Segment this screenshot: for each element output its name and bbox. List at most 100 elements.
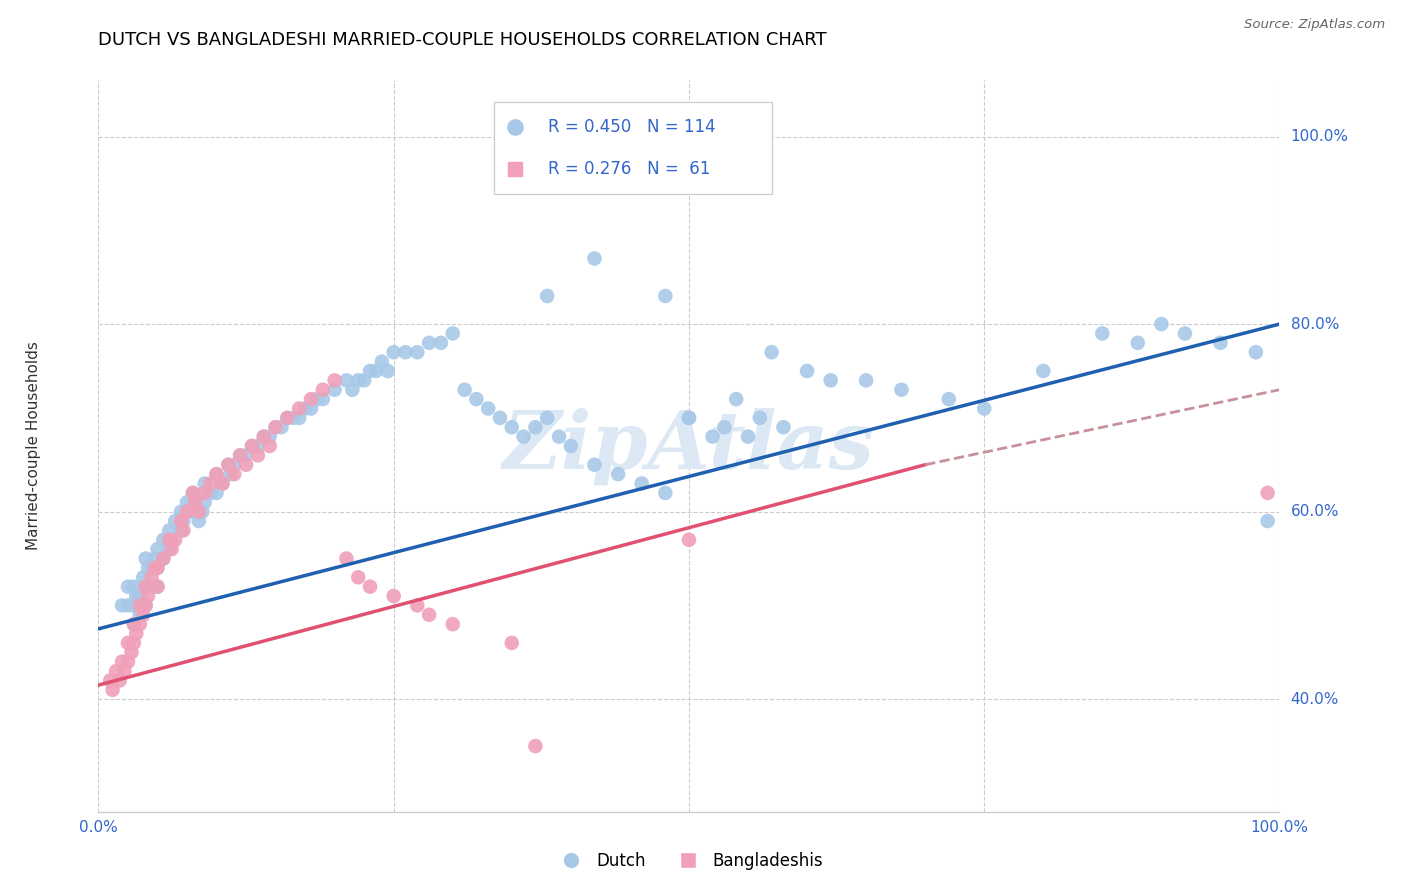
Point (1126, 335, 1149, 350)
Point (135, 580, 157, 594)
Point (335, 551, 357, 566)
Point (128, 599, 150, 613)
Legend: Dutch, Bangladeshis: Dutch, Bangladeshis (548, 846, 830, 877)
Point (224, 458, 246, 472)
Point (441, 617, 464, 632)
Point (125, 626, 148, 640)
Point (270, 420, 292, 434)
Point (184, 495, 207, 509)
Point (135, 580, 157, 594)
Point (141, 580, 163, 594)
Point (157, 542, 180, 557)
Point (1257, 514, 1279, 528)
Point (288, 401, 311, 416)
Point (165, 514, 187, 528)
Point (394, 345, 416, 359)
Point (702, 429, 724, 443)
Point (678, 410, 700, 425)
Point (259, 439, 281, 453)
Point (382, 345, 405, 359)
Point (725, 392, 748, 406)
Point (890, 383, 912, 397)
Point (205, 486, 228, 500)
Point (117, 655, 139, 669)
Point (111, 655, 134, 669)
Point (678, 533, 700, 547)
Point (194, 495, 217, 509)
Point (335, 373, 357, 387)
Point (122, 580, 145, 594)
Point (240, 439, 263, 453)
Point (560, 439, 582, 453)
Text: Married-couple Households: Married-couple Households (25, 342, 41, 550)
Point (536, 289, 558, 303)
Point (501, 420, 523, 434)
Point (524, 420, 547, 434)
Point (748, 410, 770, 425)
Point (364, 364, 387, 378)
Point (630, 476, 652, 491)
Point (654, 486, 676, 500)
Point (117, 599, 139, 613)
Point (217, 458, 239, 472)
Point (382, 589, 405, 603)
Point (105, 664, 128, 678)
Point (583, 252, 606, 266)
Point (117, 636, 139, 650)
Point (235, 449, 257, 463)
Point (146, 561, 169, 575)
Point (371, 354, 394, 368)
Point (172, 524, 194, 538)
Point (1244, 345, 1267, 359)
Point (146, 561, 169, 575)
Point (772, 420, 794, 434)
Point (536, 410, 558, 425)
Point (135, 599, 157, 613)
Point (524, 739, 547, 753)
Point (347, 570, 370, 584)
Point (713, 420, 735, 434)
Point (170, 524, 193, 538)
Point (122, 617, 145, 632)
Point (353, 373, 375, 387)
Point (135, 551, 157, 566)
Point (160, 542, 183, 557)
Point (1032, 364, 1054, 378)
Point (312, 392, 335, 406)
Point (184, 495, 207, 509)
Point (299, 392, 322, 406)
Text: R = 0.276   N =  61: R = 0.276 N = 61 (548, 160, 711, 178)
Point (288, 410, 311, 425)
Point (112, 664, 135, 678)
Point (430, 335, 453, 350)
Text: 60.0%: 60.0% (1291, 504, 1339, 519)
Point (418, 335, 440, 350)
Point (122, 599, 145, 613)
Point (259, 429, 281, 443)
Point (1091, 326, 1114, 341)
Point (170, 505, 193, 519)
Point (122, 617, 145, 632)
Point (157, 533, 180, 547)
Point (146, 580, 169, 594)
Text: 100.0%: 100.0% (1291, 129, 1348, 144)
Point (737, 429, 759, 443)
Point (973, 401, 995, 416)
Point (359, 580, 381, 594)
Point (264, 420, 287, 434)
Point (938, 392, 960, 406)
Point (229, 449, 252, 463)
Point (160, 533, 183, 547)
Point (200, 476, 222, 491)
Point (211, 476, 233, 491)
Point (132, 607, 155, 622)
Point (276, 410, 298, 425)
Point (108, 673, 131, 688)
Text: 40.0%: 40.0% (1291, 691, 1339, 706)
Point (453, 383, 475, 397)
Point (1150, 317, 1173, 331)
Point (253, 429, 276, 443)
Point (1209, 335, 1232, 350)
Point (512, 429, 534, 443)
Text: 80.0%: 80.0% (1291, 317, 1339, 332)
